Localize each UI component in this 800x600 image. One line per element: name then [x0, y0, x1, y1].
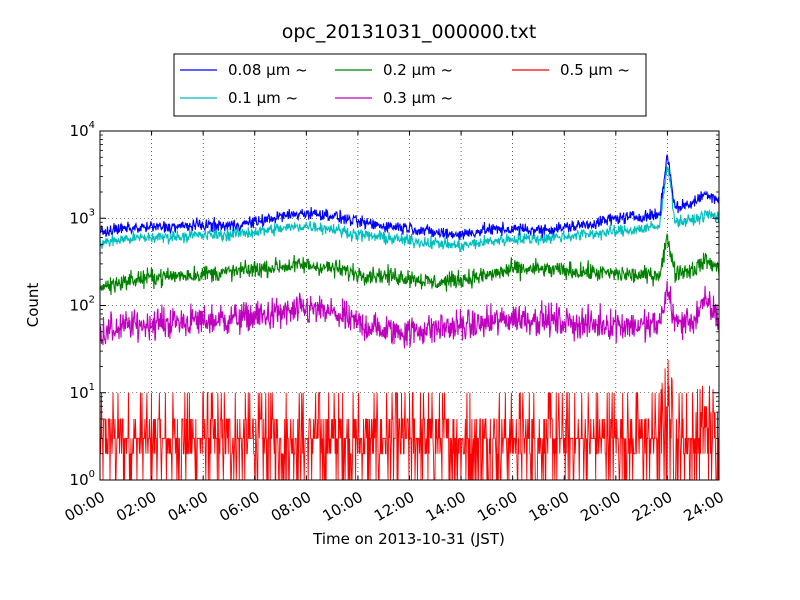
series-line [99, 280, 720, 349]
x-tick-label: 18:00 [526, 488, 572, 525]
x-tick-label: 04:00 [165, 488, 211, 525]
legend-label: 0.3 μm ~ [383, 89, 453, 107]
legend: 0.08 μm ~ 0.1 μm ~ 0.2 μm ~ 0.3 μm ~ 0.5 μm … [173, 53, 647, 117]
x-tick-label: 20:00 [577, 488, 623, 525]
legend-label: 0.2 μm ~ [383, 61, 453, 79]
x-tick-label: 08:00 [268, 488, 314, 525]
series-line [99, 359, 720, 481]
y-tick-label: 100 [70, 469, 95, 489]
y-tick-label: 102 [70, 295, 95, 315]
legend-label: 0.5 μm ~ [560, 61, 630, 79]
x-tick-labels: 00:00 02:00 04:00 06:00 08:00 10:00 12:00 14:00… [62, 488, 727, 525]
y-tick-label: 104 [70, 120, 95, 140]
y-tick-label: 101 [70, 382, 95, 402]
x-tick-label: 00:00 [62, 488, 108, 525]
series-lines [99, 153, 720, 481]
x-tick-label: 02:00 [113, 488, 159, 525]
x-tick-label: 06:00 [216, 488, 262, 525]
y-tick-labels: 100 101 102 103 104 [70, 120, 95, 489]
y-axis-label: Count [24, 283, 42, 328]
legend-label: 0.08 μm ~ [228, 61, 308, 79]
plot-area [99, 130, 720, 481]
series-line [99, 233, 720, 296]
x-tick-label: 14:00 [423, 488, 469, 525]
x-tick-label: 22:00 [629, 488, 675, 525]
axis-ticks [99, 130, 720, 481]
x-axis-label: Time on 2013-10-31 (JST) [312, 530, 505, 548]
legend-box [173, 53, 647, 117]
series-line [99, 153, 720, 240]
x-tick-label: 16:00 [474, 488, 520, 525]
chart-title: opc_20131031_000000.txt [282, 21, 537, 43]
x-tick-label: 10:00 [319, 488, 365, 525]
series-line [99, 164, 720, 253]
x-tick-label: 24:00 [681, 488, 727, 525]
x-tick-label: 12:00 [371, 488, 417, 525]
y-tick-label: 103 [70, 207, 95, 227]
legend-label: 0.1 μm ~ [228, 89, 298, 107]
